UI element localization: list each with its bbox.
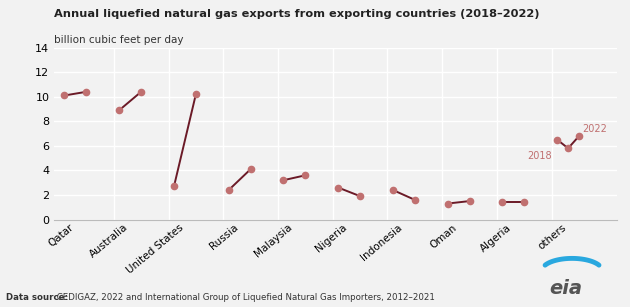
Text: CEDIGAZ, 2022 and International Group of Liquefied Natural Gas Importers, 2012–2: CEDIGAZ, 2022 and International Group of…: [54, 293, 435, 302]
Text: 2022: 2022: [582, 123, 607, 134]
Text: billion cubic feet per day: billion cubic feet per day: [54, 35, 183, 45]
Text: Data source:: Data source:: [6, 293, 68, 302]
Text: Annual liquefied natural gas exports from exporting countries (2018–2022): Annual liquefied natural gas exports fro…: [54, 9, 539, 19]
Text: 2018: 2018: [527, 151, 552, 161]
Text: eia: eia: [549, 279, 582, 298]
